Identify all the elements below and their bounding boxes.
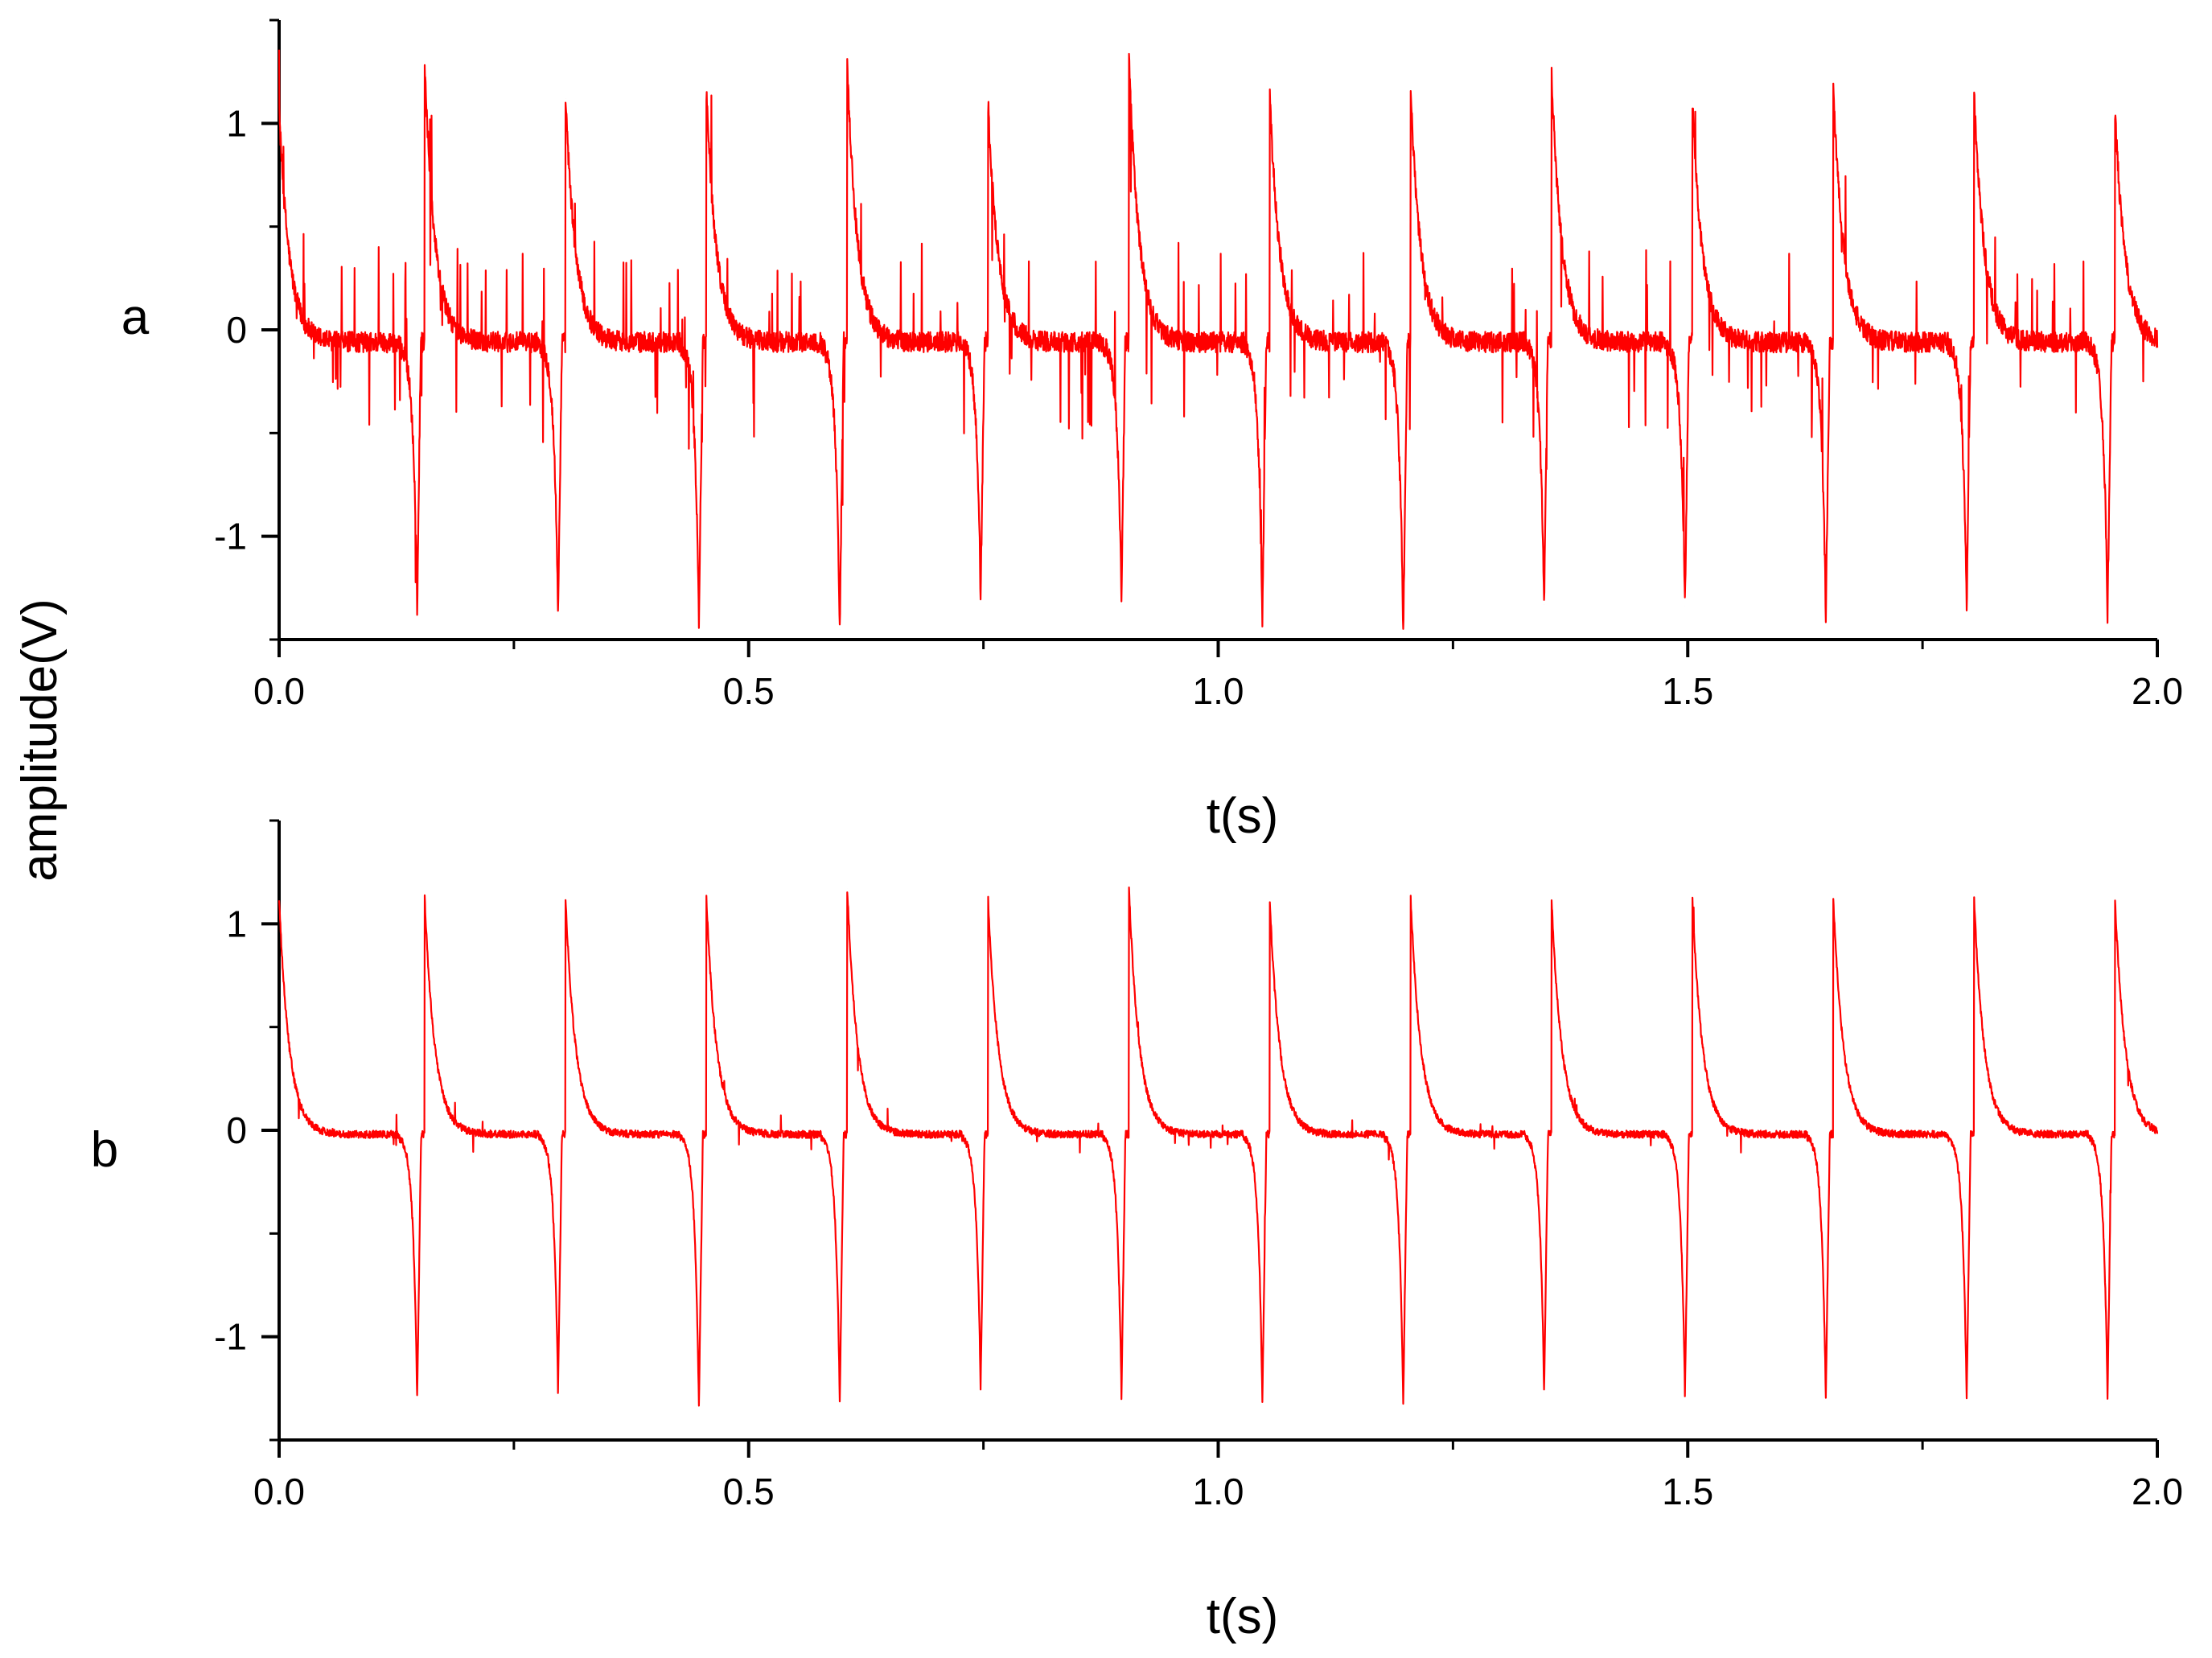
panel-a: 0.0 0.5 1.0 1.5 2.0 -1 0 1 t(s) a bbox=[121, 19, 2183, 844]
y-tick-label: 1 bbox=[226, 903, 247, 944]
x-tick-label: 1.5 bbox=[1662, 1471, 1713, 1512]
y-tick-label: -1 bbox=[214, 516, 247, 557]
panel-label: a bbox=[121, 290, 150, 345]
y-tick-label: -1 bbox=[214, 1316, 247, 1358]
signal-series-line bbox=[278, 49, 2159, 630]
shared-y-axis-label: amplitude(V) bbox=[12, 599, 68, 881]
x-tick-label: 0.5 bbox=[723, 1471, 775, 1512]
x-tick-label: 0.0 bbox=[253, 1471, 305, 1512]
y-tick-label: 0 bbox=[226, 309, 247, 351]
x-tick-label: 2.0 bbox=[2132, 670, 2183, 712]
x-tick-label: 1.0 bbox=[1193, 670, 1244, 712]
y-tick-label: 1 bbox=[226, 102, 247, 144]
x-tick-label: 0.5 bbox=[723, 670, 775, 712]
x-tick-label: 2.0 bbox=[2132, 1471, 2183, 1512]
x-tick-label: 1.5 bbox=[1662, 670, 1713, 712]
x-axis-title: t(s) bbox=[1207, 1589, 1279, 1644]
y-tick-label: 0 bbox=[226, 1109, 247, 1151]
signal-series-line bbox=[278, 887, 2159, 1407]
x-tick-label: 1.0 bbox=[1193, 1471, 1244, 1512]
x-axis-title: t(s) bbox=[1207, 788, 1279, 844]
panel-label: b bbox=[91, 1122, 118, 1178]
x-tick-label: 0.0 bbox=[253, 670, 305, 712]
panel-b: 0.0 0.5 1.0 1.5 2.0 -1 0 1 t(s) b bbox=[91, 819, 2183, 1644]
